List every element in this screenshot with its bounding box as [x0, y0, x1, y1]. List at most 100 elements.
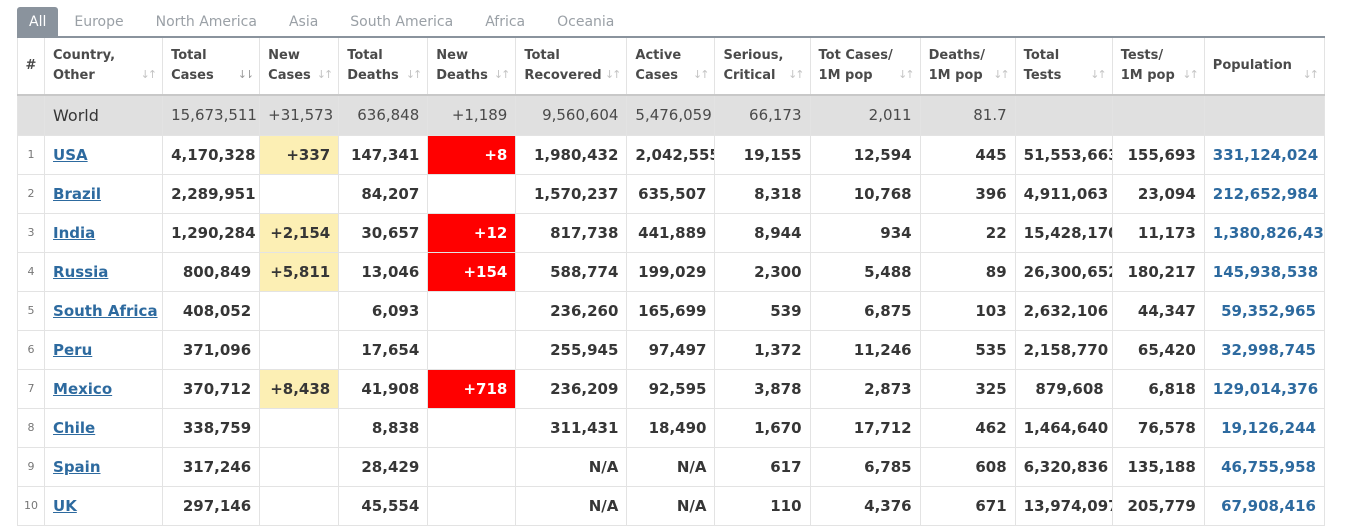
cell-rank: 10 — [16, 485, 46, 526]
cell-serious: 19,155 — [714, 134, 811, 175]
world-total-cases: 15,673,511 — [162, 94, 261, 136]
sort-icon[interactable]: ↓↑ — [993, 68, 1010, 81]
country-link[interactable]: UK — [53, 496, 77, 515]
country-link[interactable]: USA — [53, 145, 88, 164]
cell-deaths-per-1m: 22 — [919, 212, 1016, 253]
cell-total-deaths: 8,838 — [338, 407, 429, 448]
header-serious[interactable]: Serious, Critical ↓↑ — [714, 36, 811, 96]
cell-new-deaths — [427, 485, 517, 526]
cell-active-cases: 441,889 — [626, 212, 716, 253]
header-new-cases[interactable]: New Cases ↓↑ — [259, 36, 340, 96]
sort-icon[interactable]: ↓↑ — [493, 68, 511, 81]
sort-icon[interactable]: ↓↑ — [316, 68, 334, 81]
cell-tests-per-1m: 65,420 — [1111, 329, 1205, 370]
header-active-cases[interactable]: Active Cases ↓↑ — [626, 36, 716, 96]
cell-active-cases: 635,507 — [626, 173, 716, 214]
world-population — [1203, 94, 1326, 136]
table-row: 8 Chile 338,759 8,838 311,431 18,490 1,670 17,7… — [16, 407, 1326, 448]
tab-all[interactable]: All — [17, 7, 59, 36]
cell-total-tests: 6,320,836 — [1014, 446, 1113, 487]
header-label-line2: Other — [53, 68, 95, 83]
tab-europe[interactable]: Europe — [74, 13, 124, 30]
sort-desc-icon[interactable]: ↓⇂ — [237, 68, 255, 81]
header-deaths-per-1m[interactable]: Deaths/1M pop ↓↑ — [919, 36, 1016, 96]
country-link[interactable]: Spain — [53, 457, 101, 476]
tab-north-america[interactable]: North America — [155, 13, 257, 30]
cell-deaths-per-1m: 445 — [919, 134, 1016, 175]
cell-active-cases: 165,699 — [626, 290, 716, 331]
sort-icon[interactable]: ↓↑ — [140, 68, 158, 81]
cell-total-cases: 317,246 — [162, 446, 261, 487]
header-population[interactable]: Population ↓↑ — [1203, 36, 1326, 96]
country-link[interactable]: Peru — [53, 340, 93, 359]
country-link[interactable]: Russia — [53, 262, 109, 281]
header-label-line1: New — [436, 48, 468, 63]
cell-deaths-per-1m: 462 — [919, 407, 1016, 448]
tab-south-america[interactable]: South America — [350, 13, 454, 30]
cell-new-cases — [259, 290, 340, 331]
cell-total-deaths: 30,657 — [338, 212, 429, 253]
cell-rank: 1 — [16, 134, 46, 175]
cell-new-cases — [259, 173, 340, 214]
sort-icon[interactable]: ↓↑ — [788, 68, 805, 81]
sort-icon[interactable]: ↓↑ — [1302, 68, 1320, 81]
cell-country: Chile — [44, 407, 164, 448]
cell-country: Russia — [44, 251, 164, 292]
tab-asia[interactable]: Asia — [288, 13, 319, 30]
country-link[interactable]: Mexico — [53, 379, 113, 398]
cell-total-recovered: N/A — [515, 446, 628, 487]
header-cases-per-1m[interactable]: Tot Cases/1M pop ↓↑ — [809, 36, 921, 96]
cell-cases-per-1m: 2,873 — [809, 368, 921, 409]
tab-africa[interactable]: Africa — [485, 13, 526, 30]
cell-total-recovered: 588,774 — [515, 251, 628, 292]
cell-tests-per-1m: 135,188 — [1111, 446, 1205, 487]
sort-icon[interactable]: ↓↑ — [405, 68, 423, 81]
table-row: 1 USA 4,170,328 +337 147,341 +8 1,980,432 2,042… — [16, 134, 1326, 175]
header-total-recovered[interactable]: Total Recovered ↓↑ — [515, 36, 628, 96]
sort-icon[interactable]: ↓↑ — [1182, 68, 1199, 81]
cell-population: 1,380,826,432 — [1203, 212, 1326, 253]
cell-total-cases: 297,146 — [162, 485, 261, 526]
cell-tests-per-1m: 180,217 — [1111, 251, 1205, 292]
cell-rank: 6 — [16, 329, 46, 370]
world-deaths-per-1m: 81.7 — [919, 94, 1016, 136]
header-new-deaths[interactable]: New Deaths ↓↑ — [427, 36, 517, 96]
table-row: 2 Brazil 2,289,951 84,207 1,570,237 635,507 8,… — [16, 173, 1326, 214]
country-link[interactable]: Chile — [53, 418, 96, 437]
header-total-cases[interactable]: Total Cases ↓⇂ — [162, 36, 261, 96]
header-tests-per-1m[interactable]: Tests/1M pop ↓↑ — [1111, 36, 1205, 96]
header-total-deaths[interactable]: Total Deaths ↓↑ — [338, 36, 429, 96]
cell-rank: 7 — [16, 368, 46, 409]
sort-icon[interactable]: ↓↑ — [1090, 68, 1107, 81]
cell-population: 212,652,984 — [1203, 173, 1326, 214]
cell-new-deaths: +154 — [427, 251, 517, 292]
cell-total-tests: 2,158,770 — [1014, 329, 1113, 370]
cell-country: USA — [44, 134, 164, 175]
cell-total-tests: 26,300,652 — [1014, 251, 1113, 292]
cell-total-deaths: 17,654 — [338, 329, 429, 370]
header-country[interactable]: Country, Other ↓↑ — [44, 36, 164, 96]
header-label-line2: Recovered — [524, 68, 602, 83]
country-link[interactable]: South Africa — [53, 301, 158, 320]
cell-total-tests: 879,608 — [1014, 368, 1113, 409]
table-row: 6 Peru 371,096 17,654 255,945 97,497 1,372 11,2… — [16, 329, 1326, 370]
cell-total-tests: 51,553,663 — [1014, 134, 1113, 175]
cell-active-cases: 2,042,555 — [626, 134, 716, 175]
tab-oceania[interactable]: Oceania — [557, 13, 615, 30]
cell-serious: 8,318 — [714, 173, 811, 214]
sort-icon[interactable]: ↓↑ — [604, 68, 622, 81]
country-link[interactable]: Brazil — [53, 184, 101, 203]
sort-icon[interactable]: ↓↑ — [898, 68, 915, 81]
cell-new-deaths — [427, 290, 517, 331]
header-label-line1: Tot Cases/ — [818, 48, 893, 63]
header-total-tests[interactable]: Total Tests ↓↑ — [1014, 36, 1113, 96]
cell-population: 19,126,244 — [1203, 407, 1326, 448]
cell-new-cases — [259, 329, 340, 370]
cell-serious: 1,670 — [714, 407, 811, 448]
cell-tests-per-1m: 155,693 — [1111, 134, 1205, 175]
country-link[interactable]: India — [53, 223, 96, 242]
cell-deaths-per-1m: 89 — [919, 251, 1016, 292]
header-row: # Country, Other ↓↑ Total Cases ↓⇂ New Cases ↓↑ To… — [16, 36, 1326, 96]
header-rank: # — [16, 36, 46, 96]
sort-icon[interactable]: ↓↑ — [693, 68, 710, 81]
